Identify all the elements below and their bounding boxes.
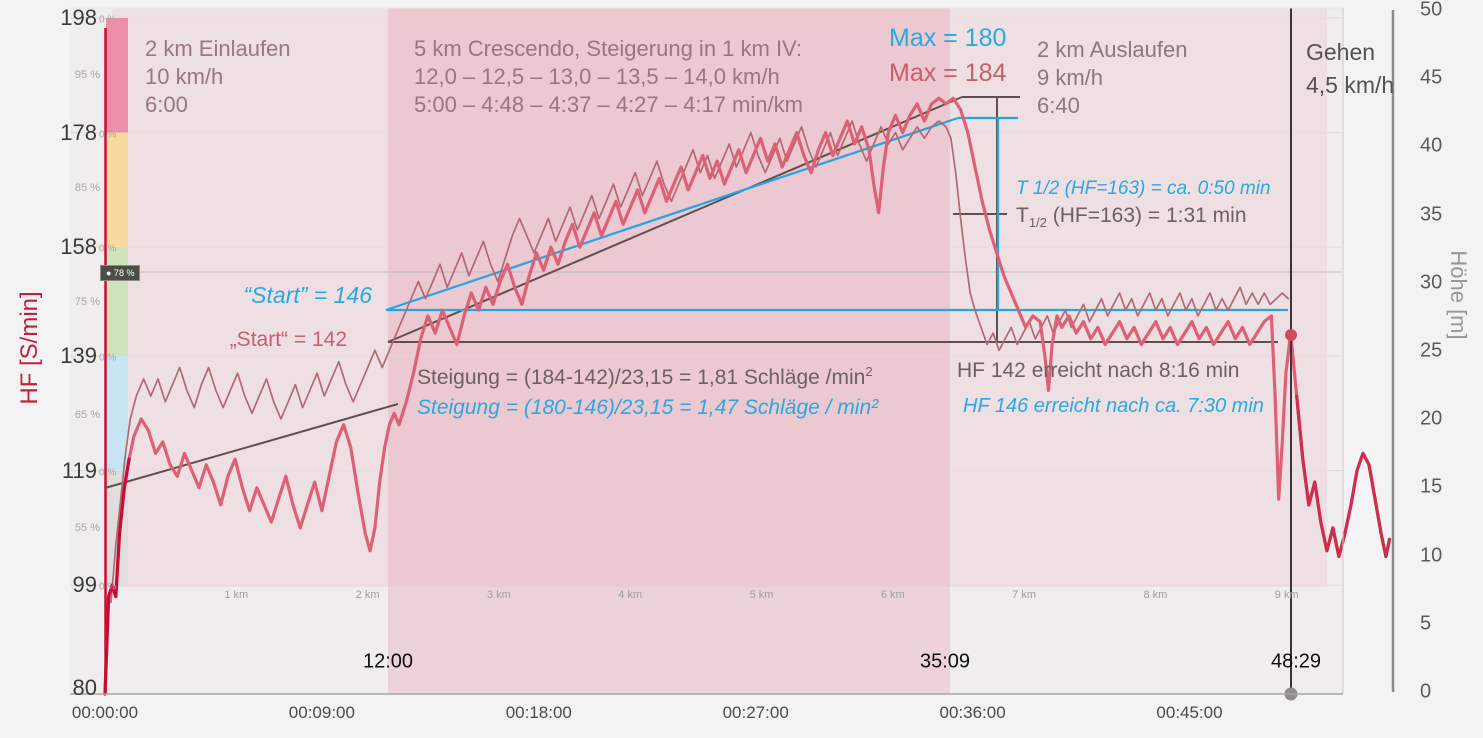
right-margin (1343, 8, 1393, 694)
session-highlight (112, 8, 1327, 587)
crescendo-highlight (388, 8, 950, 694)
hf-current-curve (103, 96, 1392, 696)
zone-band-zone2 (106, 356, 128, 471)
zone-band-zone4 (106, 132, 128, 248)
hf-current-curve-start (103, 457, 131, 696)
plot-background (70, 8, 1343, 694)
zone-band-zone5 (106, 18, 128, 133)
einlaufen-trend (104, 403, 399, 489)
zone-band-zone3 (106, 247, 128, 357)
hf-current-curve-end (1295, 394, 1392, 559)
end-marker-red-dot (1285, 329, 1297, 341)
hf-reference-curve (110, 120, 1290, 604)
